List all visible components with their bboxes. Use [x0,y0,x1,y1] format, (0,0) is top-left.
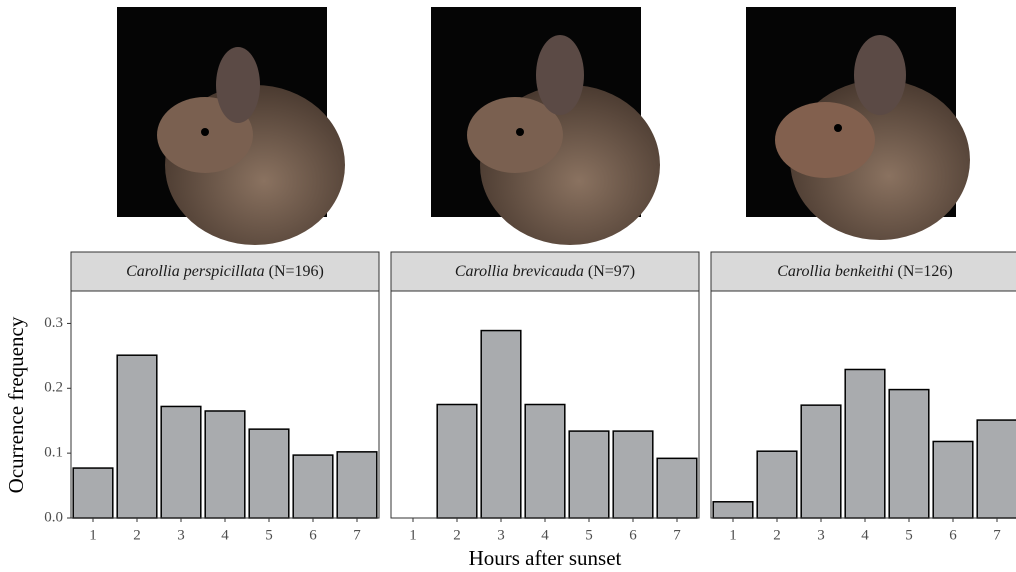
y-tick-label: 0.1 [44,445,63,461]
bar [292,454,334,519]
species-name: Carollia perspicillata [126,263,265,280]
x-tick-label: 5 [265,527,273,543]
x-tick-label: 3 [177,527,185,543]
x-tick-label: 1 [409,527,417,543]
bar [844,368,886,519]
x-tick-label: 6 [309,527,317,543]
strip-title: Carollia benkeithi (N=126) [777,263,953,280]
bat-photo [746,7,970,240]
bar [612,430,654,519]
bar [116,354,158,519]
sample-size: (N=126) [898,263,953,280]
species-name: Carollia benkeithi [777,263,893,280]
x-tick-label: 6 [949,527,957,543]
x-tick-label: 3 [497,527,505,543]
x-tick-label: 5 [905,527,913,543]
sample-size: (N=97) [588,263,635,280]
bar [656,457,698,519]
x-tick-label: 4 [541,527,549,543]
bar [800,404,842,519]
x-tick-label: 1 [729,527,737,543]
bar [72,467,114,519]
x-tick-label: 2 [773,527,781,543]
x-tick-label: 3 [817,527,825,543]
x-tick-label: 5 [585,527,593,543]
bar [524,403,566,519]
y-tick-label: 0.3 [44,315,63,331]
y-tick-label: 0.2 [44,380,63,396]
x-tick-label: 7 [673,527,681,543]
x-tick-label: 1 [89,527,97,543]
y-axis-label: Ocurrence frequency [4,316,28,493]
x-tick-label: 2 [133,527,141,543]
bar [204,410,246,519]
strip-background [390,251,700,292]
x-tick-label: 6 [629,527,637,543]
bat-photo [117,7,345,245]
strip-title: Carollia perspicillata (N=196) [126,263,324,280]
panel-border [390,290,700,519]
bar [976,419,1016,519]
bar [568,430,610,519]
strip-title: Carollia brevicauda (N=97) [455,263,635,280]
y-tick-label: 0.0 [44,509,63,525]
bar [160,405,202,519]
bar [336,451,378,519]
x-tick-label: 4 [861,527,869,543]
bar [248,428,290,519]
bar [932,440,974,519]
panel-border [70,290,380,519]
bar [712,501,754,519]
bar [480,329,522,519]
x-tick-label: 7 [353,527,361,543]
bar [756,450,798,519]
x-tick-label: 4 [221,527,229,543]
x-tick-label: 2 [453,527,461,543]
bar [436,403,478,519]
panel-border [710,290,1016,519]
bar [888,388,930,519]
sample-size: (N=196) [269,263,324,280]
x-tick-label: 7 [993,527,1001,543]
bat-photo [431,7,660,245]
x-axis-label: Hours after sunset [469,546,622,570]
species-name: Carollia brevicauda [455,263,584,280]
